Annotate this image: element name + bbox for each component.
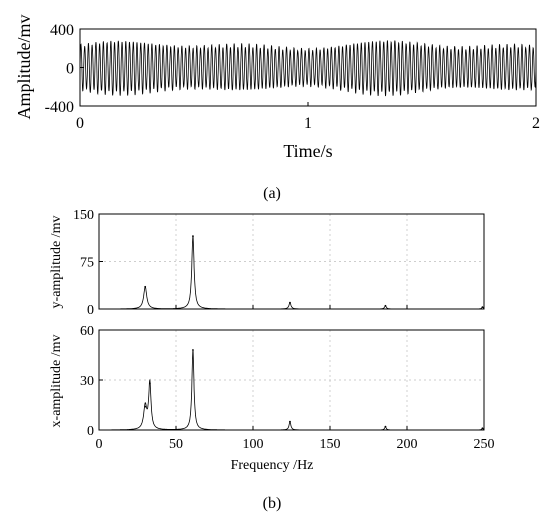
y-spectrum-trace xyxy=(99,235,485,310)
x-spectrum-trace xyxy=(99,349,485,431)
time-chart-ylabel: Amplitude/mv xyxy=(14,15,34,120)
time-chart-xlabel: Time/s xyxy=(283,141,332,161)
spectrum-peak xyxy=(192,235,194,238)
x-tick-label: 1 xyxy=(304,115,312,132)
spectrum-peak xyxy=(481,306,484,308)
y-tick-label: 400 xyxy=(50,22,74,39)
spectrum-peak xyxy=(289,420,291,423)
spectrum-peak xyxy=(144,285,147,288)
y-tick-label: 75 xyxy=(80,256,94,271)
y-tick-label: 0 xyxy=(66,61,74,78)
caption-a: (a) xyxy=(263,185,281,202)
spectrum-peak xyxy=(144,405,147,408)
x-tick-label: 250 xyxy=(474,437,495,452)
spectrum-peak xyxy=(289,301,291,304)
x-spectrum-ticks: 60 30 00 50 100 150 200 250 xyxy=(80,324,495,452)
y-tick-label: 0 xyxy=(87,303,94,318)
time-signal-trace xyxy=(79,40,537,97)
x-tick-label: 150 xyxy=(320,437,341,452)
y-tick-label: 150 xyxy=(73,208,94,223)
y-tick-label: 60 xyxy=(80,324,94,339)
time-signal-line xyxy=(79,40,537,97)
spectrum-peak xyxy=(384,425,387,428)
y-tick-label: 0 xyxy=(87,424,94,439)
y-tick-label: -400 xyxy=(45,99,74,116)
x-spectrum-chart: 60 30 00 50 100 150 200 250 x-amplitude /mv Fre… xyxy=(49,324,495,473)
x-tick-label: 100 xyxy=(243,437,264,452)
x-tick-label: 0 xyxy=(96,437,103,452)
spectrum-peak xyxy=(384,304,387,307)
y-spectrum-grid xyxy=(99,214,484,309)
y-tick-label: 30 xyxy=(80,374,94,389)
x-tick-label: 200 xyxy=(397,437,418,452)
x-tick-label: 50 xyxy=(169,437,183,452)
y-spectrum-chart: 150 75 0 y-amplitude /mv xyxy=(49,208,485,318)
spectrum-peak xyxy=(192,349,194,351)
x-tick-label: 0 xyxy=(76,115,84,132)
y-spectrum-ticks: 150 75 0 xyxy=(73,208,485,318)
spectrum-peak xyxy=(148,382,151,385)
spectrum-line xyxy=(99,350,485,431)
x-spectrum-grid xyxy=(99,330,484,430)
y-spectrum-frame xyxy=(98,213,485,310)
x-spectrum-ylabel: x-amplitude /mv xyxy=(49,335,64,428)
spectrum-peak xyxy=(481,427,484,430)
x-tick-label: 2 xyxy=(532,115,540,132)
spectrum-line xyxy=(99,235,485,310)
x-spectrum-frame xyxy=(98,329,485,431)
y-spectrum-ylabel: y-amplitude /mv xyxy=(49,216,64,309)
x-spectrum-xlabel: Frequency /Hz xyxy=(231,458,314,473)
caption-b: (b) xyxy=(263,495,282,512)
